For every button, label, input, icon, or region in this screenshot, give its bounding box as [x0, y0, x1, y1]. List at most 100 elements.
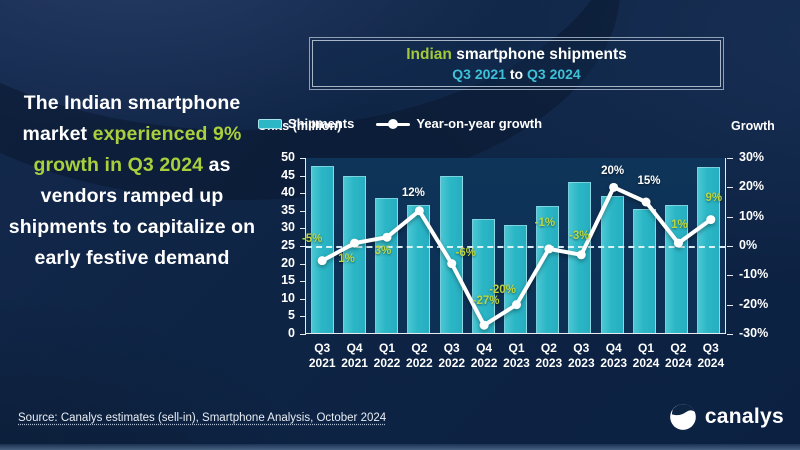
x-axis-label-q2-2023: Q2 2023	[535, 341, 563, 370]
growth-label-q1-2023: -20%	[489, 283, 516, 296]
shipments-bar-q4-2023	[600, 196, 624, 333]
left-axis-tick	[300, 210, 306, 212]
x-axis-label-q2-2022: Q2 2022	[406, 341, 433, 370]
x-axis-label-q3-2022: Q3 2022	[438, 341, 466, 370]
bar-slot	[596, 158, 628, 333]
growth-point-q3-2023	[576, 250, 586, 260]
range-start: Q3 2021	[452, 65, 506, 82]
x-axis-label-q3-2023: Q3 2023	[567, 341, 595, 370]
left-axis-tick-label: 20	[281, 255, 295, 270]
chart-title: Indian smartphone shipments	[406, 46, 626, 64]
range-end: Q3 2024	[527, 65, 581, 82]
left-axis-tick	[300, 175, 306, 177]
x-axis-label-q3-2024: Q3 2024	[697, 341, 725, 370]
growth-point-q4-2023	[609, 182, 619, 192]
left-axis-tick-label: 30	[281, 220, 295, 235]
bar-slot	[693, 158, 725, 333]
right-axis-tick-label: 10%	[739, 208, 765, 223]
bar-slot	[403, 158, 435, 333]
x-axis-label-q3-2021: Q3 2021	[308, 341, 336, 370]
x-axis-label-q4-2021: Q4 2021	[341, 341, 368, 370]
growth-line-series	[317, 182, 716, 330]
shipments-bar-q4-2021	[342, 176, 366, 333]
shipments-bar-q1-2024	[632, 208, 656, 333]
right-axis-tick-label: 20%	[739, 179, 765, 194]
headline-part1: The Indian smartphone market	[22, 92, 241, 145]
right-axis-tick-label: -10%	[739, 267, 769, 282]
range-to: to	[506, 65, 527, 82]
right-axis-tick-label: -30%	[739, 326, 769, 340]
left-axis-tick	[300, 158, 306, 159]
legend-growth-label: Year-on-year growth	[416, 116, 543, 131]
legend-item-growth: Year-on-year growth	[376, 116, 542, 131]
shipments-swatch-icon	[257, 118, 282, 129]
shipments-bar-q2-2022	[407, 204, 431, 333]
right-axis-tick-label: 0%	[739, 238, 758, 252]
left-axis-tick	[300, 316, 306, 318]
chart-title-rest: smartphone shipments	[451, 45, 627, 63]
headline-highlight: experienced 9% growth in Q3 2024	[33, 123, 242, 176]
left-axis-tick-label: 15	[281, 273, 295, 288]
chart-title-range: Q3 2021 to Q3 2024	[452, 66, 580, 82]
right-axis-title: Growth	[731, 119, 775, 133]
left-axis-tick-label: 0	[288, 326, 295, 340]
right-axis-tick	[727, 334, 733, 335]
right-axis-tick	[727, 275, 733, 277]
left-axis-tick	[300, 281, 306, 283]
legend-shipments-label: Shipments	[287, 116, 355, 131]
left-axis-tick-label: 35	[281, 202, 295, 217]
growth-label-q1-2022: 3%	[374, 245, 392, 258]
left-axis-tick-label: 50	[281, 150, 295, 164]
growth-label-q3-2022: -6%	[455, 246, 476, 259]
chart-plot-area: -5% 1% 3% 12% -6% -27% -20% -1% -3% 20% 15% 1% 9% 50 4…	[281, 150, 768, 370]
right-axis-tick-label: -20%	[739, 296, 769, 311]
growth-label-q4-2022: -27%	[472, 295, 500, 308]
legend: Shipments Year-on-year growth	[0, 116, 800, 131]
left-axis-tick-label: 45	[281, 167, 295, 182]
growth-point-q2-2022	[414, 206, 424, 216]
x-axis-label-q2-2024: Q2 2024	[665, 341, 692, 370]
chart-title-accent: Indian	[406, 45, 452, 63]
right-axis-tick	[727, 246, 733, 247]
growth-point-q1-2024	[641, 197, 651, 207]
growth-label-q3-2023: -3%	[569, 229, 590, 242]
chart-title-box: Indian smartphone shipments Q3 2021 to Q…	[309, 37, 724, 90]
right-axis-tick	[727, 304, 733, 306]
left-axis-tick	[300, 263, 306, 265]
bar-slot	[306, 158, 338, 333]
shipments-bar-q3-2022	[439, 176, 463, 333]
left-axis-tick	[300, 193, 306, 195]
canalys-logo: canalys	[669, 403, 784, 431]
bar-slot	[628, 158, 660, 333]
growth-line-marker-icon	[376, 118, 411, 129]
right-axis-tick	[727, 216, 733, 218]
bar-slot	[435, 158, 467, 333]
headline: The Indian smartphone market experienced…	[8, 88, 256, 274]
growth-label-q2-2022: 12%	[401, 186, 425, 199]
legend-item-shipments: Shipments	[257, 116, 355, 131]
shipments-bar-q1-2023	[504, 225, 528, 333]
shipments-bar-q3-2024	[697, 167, 721, 333]
growth-label-q2-2023: -1%	[534, 216, 556, 229]
left-axis-tick-label: 40	[281, 185, 295, 200]
shipments-bar-q2-2024	[665, 204, 689, 333]
canalys-logo-icon	[669, 404, 696, 430]
growth-point-q1-2022	[382, 232, 392, 242]
right-axis-tick	[727, 158, 733, 159]
growth-label-q4-2021: 1%	[338, 253, 355, 266]
left-axis-tick	[300, 228, 306, 230]
canalys-logo-text: canalys	[704, 405, 784, 428]
left-axis-tick	[300, 246, 306, 247]
bar-slot	[338, 158, 370, 333]
growth-point-q1-2023	[512, 300, 521, 310]
bar-slot	[499, 158, 531, 333]
growth-point-q3-2024	[706, 215, 716, 225]
x-axis-label-q4-2022: Q4 2022	[470, 341, 498, 370]
growth-point-q4-2022	[479, 320, 489, 330]
growth-point-q2-2024	[673, 238, 683, 248]
left-axis-tick-label: 10	[281, 290, 295, 305]
growth-point-q3-2021	[317, 256, 327, 266]
growth-point-q3-2022	[447, 259, 457, 269]
x-axis-label-q1-2023: Q1 2023	[503, 341, 530, 370]
